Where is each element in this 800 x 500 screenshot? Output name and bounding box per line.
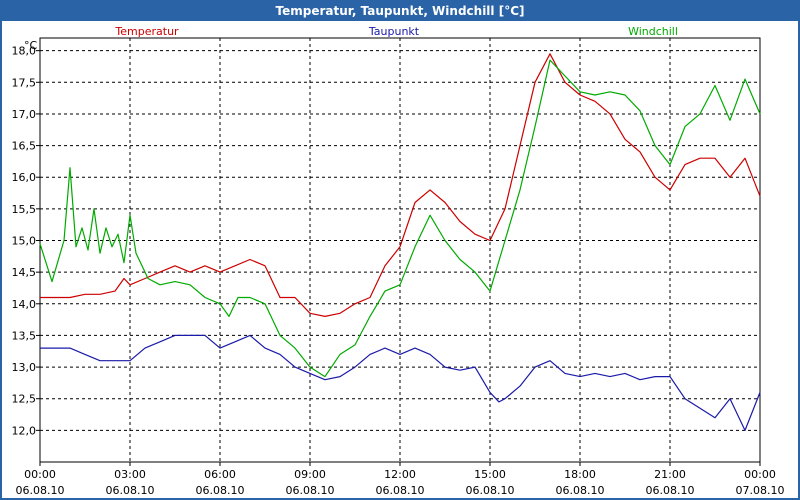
- y-tick-label: 16,0: [12, 171, 37, 184]
- x-tick-date-label: 06.08.10: [196, 484, 245, 497]
- x-tick-time-label: 18:00: [564, 468, 596, 481]
- x-tick-date-label: 06.08.10: [106, 484, 155, 497]
- y-tick-label: 13,5: [12, 329, 37, 342]
- x-tick-date-label: 06.08.10: [286, 484, 335, 497]
- y-tick-label: 14,5: [12, 266, 37, 279]
- legend-windchill: Windchill: [628, 25, 678, 38]
- x-tick-time-label: 21:00: [654, 468, 686, 481]
- y-tick-label: 12,0: [12, 424, 37, 437]
- x-tick-date-label: 06.08.10: [376, 484, 425, 497]
- x-tick-time-label: 06:00: [204, 468, 236, 481]
- legend-temperatur: Temperatur: [114, 25, 179, 38]
- x-tick-time-label: 09:00: [294, 468, 326, 481]
- series-line-taupunkt: [40, 334, 761, 431]
- legend-taupunkt: Taupunkt: [368, 25, 420, 38]
- y-tick-label: 13,0: [12, 361, 37, 374]
- x-tick-time-label: 00:00: [24, 468, 56, 481]
- y-tick-label: 15,0: [12, 235, 37, 248]
- y-tick-label: 16,5: [12, 140, 37, 153]
- chart-panel: 12,0 12,5 13,0 13,5 14,0 14,5 15,0 15,5 16,0 16,5…: [2, 21, 798, 498]
- x-tick-date-label: 07.08.10: [736, 484, 785, 497]
- y-tick-label: 17,5: [12, 76, 37, 89]
- x-tick-date-label: 06.08.10: [466, 484, 515, 497]
- x-tick-time-label: 12:00: [384, 468, 416, 481]
- window-title: Temperatur, Taupunkt, Windchill [°C]: [275, 3, 525, 18]
- y-tick-label: 12,5: [12, 393, 37, 406]
- line-chart: 12,0 12,5 13,0 13,5 14,0 14,5 15,0 15,5 16,0 16,5…: [12, 25, 785, 497]
- x-tick-date-label: 06.08.10: [556, 484, 605, 497]
- y-tick-label: 14,0: [12, 298, 37, 311]
- x-tick-date-label: 06.08.10: [646, 484, 695, 497]
- x-tick-time-label: 03:00: [114, 468, 146, 481]
- x-tick-time-label: 00:00: [744, 468, 776, 481]
- y-axis-unit: °C: [24, 39, 38, 52]
- x-tick-time-label: 15:00: [474, 468, 506, 481]
- y-tick-label: 17,0: [12, 108, 37, 121]
- x-tick-date-label: 06.08.10: [16, 484, 65, 497]
- y-tick-label: 15,5: [12, 203, 37, 216]
- y-tick-label: 18,0: [12, 45, 37, 58]
- series-line-temperatur: [40, 53, 761, 317]
- series-line-windchill: [39, 59, 761, 378]
